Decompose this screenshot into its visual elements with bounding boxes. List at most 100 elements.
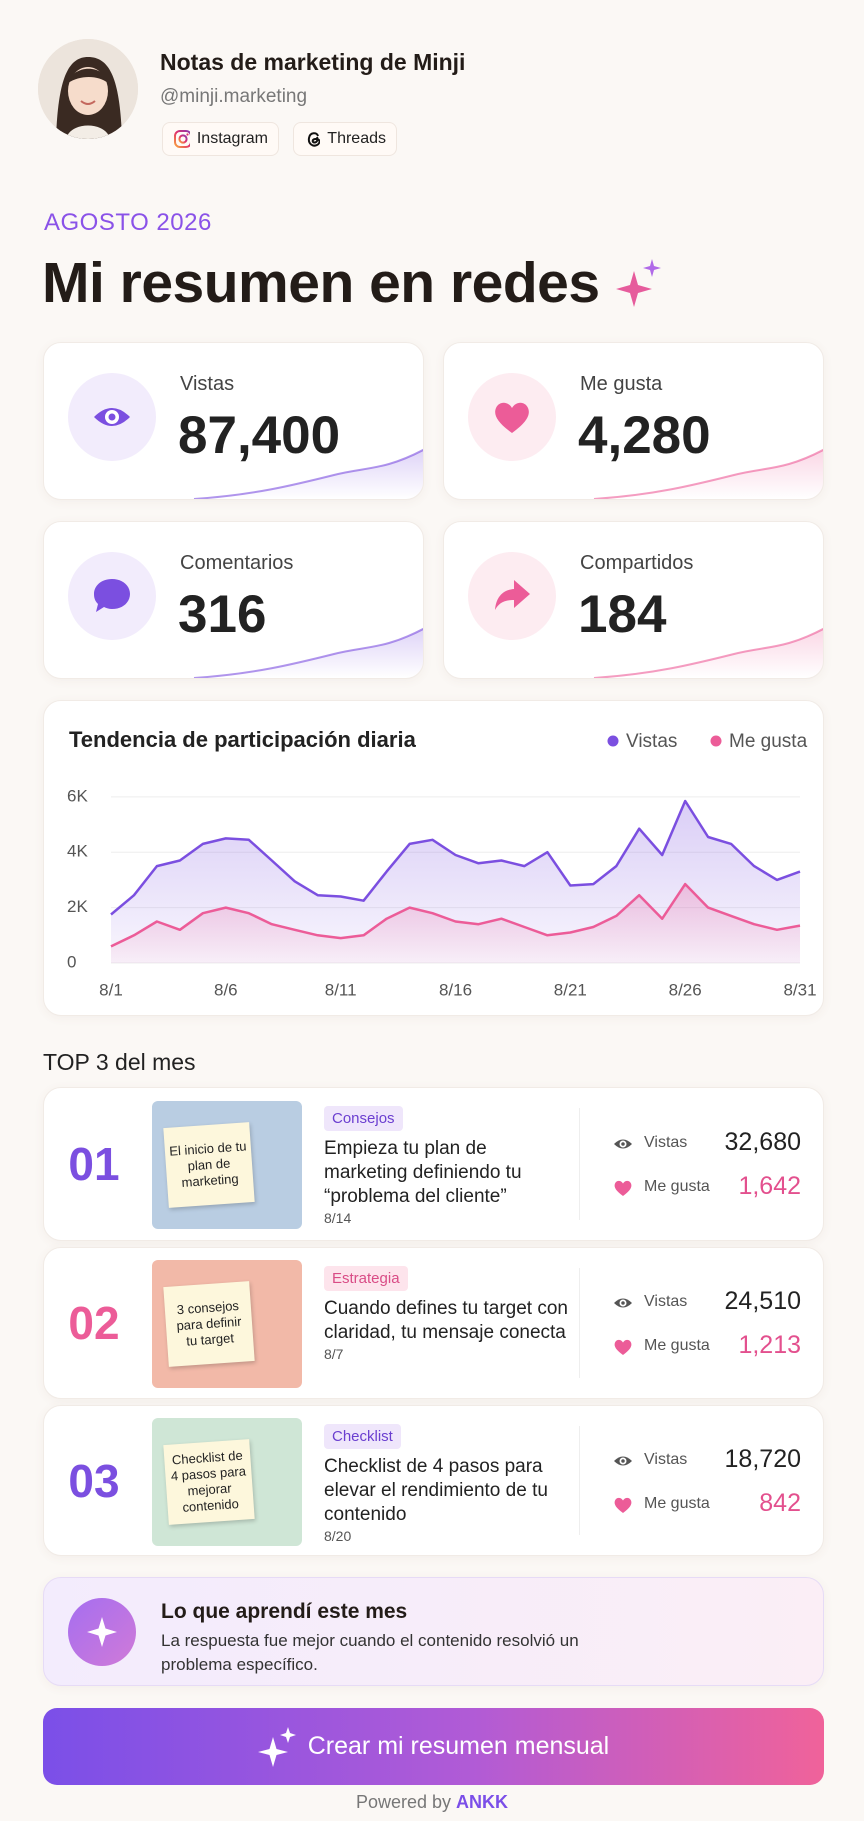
chart-card: Tendencia de participación diaria 0 2K 4K 6…	[43, 700, 824, 1016]
section-title: TOP 3 del mes	[43, 1049, 196, 1075]
icon	[495, 402, 529, 433]
post-title: Empieza tu plan de marketing definiendo …	[324, 1138, 522, 1207]
stat-value: 32,680	[724, 1128, 801, 1156]
stat-value: 24,510	[724, 1287, 801, 1315]
cta-button[interactable]: Crear mi resumen mensual	[43, 1708, 824, 1785]
top-item: 02 3 consejos para definir tu target Estra…	[43, 1247, 824, 1399]
icon	[94, 579, 130, 612]
y-tick-label: 6K	[67, 786, 88, 805]
x-tick-label: 8/31	[783, 980, 816, 999]
cta-label: Crear mi resumen mensual	[307, 1732, 610, 1760]
insight-card: Lo que aprendí este mes La respuesta fue…	[43, 1577, 824, 1686]
stat-value: 87,400	[178, 406, 341, 465]
insight-icon	[68, 1598, 136, 1666]
x-tick-label: 8/1	[99, 980, 123, 999]
footer: Powered by ANKK	[0, 1792, 864, 1813]
text-block: Estrategia Cuando defines tu target con c…	[324, 1266, 574, 1362]
stat-label: Vistas	[644, 1293, 688, 1310]
post-title: Checklist de 4 pasos para elevar el rend…	[324, 1456, 548, 1525]
thumbnail: Checklist de 4 pasos para mejorar conten…	[152, 1417, 302, 1546]
tag: Checklist	[324, 1424, 401, 1449]
page-title: Mi resumen en redes	[42, 250, 666, 316]
icon	[495, 580, 530, 610]
stat-icon	[614, 1298, 632, 1308]
y-tick-label: 4K	[67, 842, 88, 861]
text-block: Consejos Empieza tu plan de marketing def…	[324, 1106, 574, 1226]
stat-icon	[614, 1180, 632, 1196]
area	[111, 884, 800, 963]
stat-icon	[468, 373, 556, 461]
stat-card: Compartidos 184	[443, 521, 824, 679]
legend-dot	[710, 735, 722, 747]
sparkle-icon	[615, 259, 661, 307]
stat-label: Me gusta	[644, 1337, 710, 1354]
thumbnail-text: 3 consejos para definir tu target	[163, 1281, 255, 1367]
chart-title: Tendencia de participación diaria	[69, 727, 417, 752]
stat-value: 4,280	[578, 406, 711, 465]
top-item: 03 Checklist de 4 pasos para mejorar cont…	[43, 1405, 824, 1556]
post-date: 8/7	[324, 1346, 344, 1362]
threads-icon	[307, 132, 321, 147]
stat-label: Vistas	[644, 1450, 688, 1468]
stat-icon	[68, 552, 156, 640]
rank: 01	[68, 1138, 120, 1190]
sparkline	[193, 627, 423, 678]
avatar-art	[38, 39, 138, 139]
insight-title: Lo que aprendí este mes	[161, 1600, 408, 1623]
legend-label: Vistas	[626, 731, 677, 752]
threads-link[interactable]: Threads	[293, 122, 397, 156]
thumbnail: 3 consejos para definir tu target	[152, 1260, 302, 1388]
stat-value: 316	[178, 585, 267, 644]
stat-icon	[614, 1497, 632, 1513]
rank: 02	[68, 1297, 120, 1349]
title-text: Mi resumen en redes	[42, 251, 600, 315]
instagram-link[interactable]: Instagram	[162, 122, 279, 156]
stat-label: Me gusta	[580, 373, 663, 395]
x-tick-label: 8/21	[554, 980, 587, 999]
tag: Estrategia	[324, 1266, 408, 1291]
y-tick-label: 0	[67, 952, 76, 971]
stat-icon	[614, 1456, 632, 1465]
stat-value: 1,213	[738, 1331, 801, 1359]
stat-value: 18,720	[724, 1444, 801, 1473]
top-item: 01 El inicio de tu plan de marketing Conse…	[43, 1087, 824, 1241]
thumbnail: El inicio de tu plan de marketing	[152, 1101, 302, 1229]
stat-icon	[614, 1139, 632, 1149]
line	[110, 799, 801, 916]
footer-brand: ANKK	[456, 1792, 509, 1812]
stat-icon	[468, 552, 556, 640]
stat-card: Comentarios 316	[43, 521, 424, 679]
profile-handle: @minji.marketing	[160, 86, 308, 107]
stat-label: Vistas	[180, 373, 235, 395]
post-date: 8/14	[324, 1210, 352, 1226]
footer-prefix: Powered by	[355, 1792, 452, 1812]
post-date: 8/20	[324, 1528, 352, 1544]
period: AGOSTO 2026	[44, 209, 212, 236]
divider	[579, 1268, 580, 1378]
stat-label: Comentarios	[180, 552, 294, 574]
stat-label: Me gusta	[644, 1494, 710, 1512]
insight-text: La respuesta fue mejor cuando el conteni…	[161, 1631, 579, 1674]
stat-value: 842	[759, 1488, 801, 1517]
stat-card: Me gusta 4,280	[443, 342, 824, 500]
stat-icon	[68, 373, 156, 461]
stat-label: Me gusta	[644, 1178, 710, 1195]
divider	[579, 1426, 580, 1535]
text-block: Checklist Checklist de 4 pasos para eleva…	[324, 1424, 574, 1544]
sparkle-icon	[257, 1726, 296, 1767]
stat-value: 1,642	[738, 1172, 801, 1200]
sparkline	[193, 448, 423, 499]
rank: 03	[68, 1454, 120, 1507]
stat-icon	[614, 1339, 632, 1355]
sparkline	[593, 627, 823, 678]
post-title: Cuando defines tu target con claridad, t…	[324, 1298, 569, 1343]
stat-label: Vistas	[644, 1134, 688, 1151]
stat-value: 184	[578, 585, 667, 644]
stat-card: Vistas 87,400	[43, 342, 424, 500]
link-label: Instagram	[196, 130, 268, 147]
legend-dot	[607, 735, 619, 747]
link-label: Threads	[327, 130, 386, 147]
sparkline	[593, 448, 823, 499]
instagram-icon	[174, 130, 190, 148]
